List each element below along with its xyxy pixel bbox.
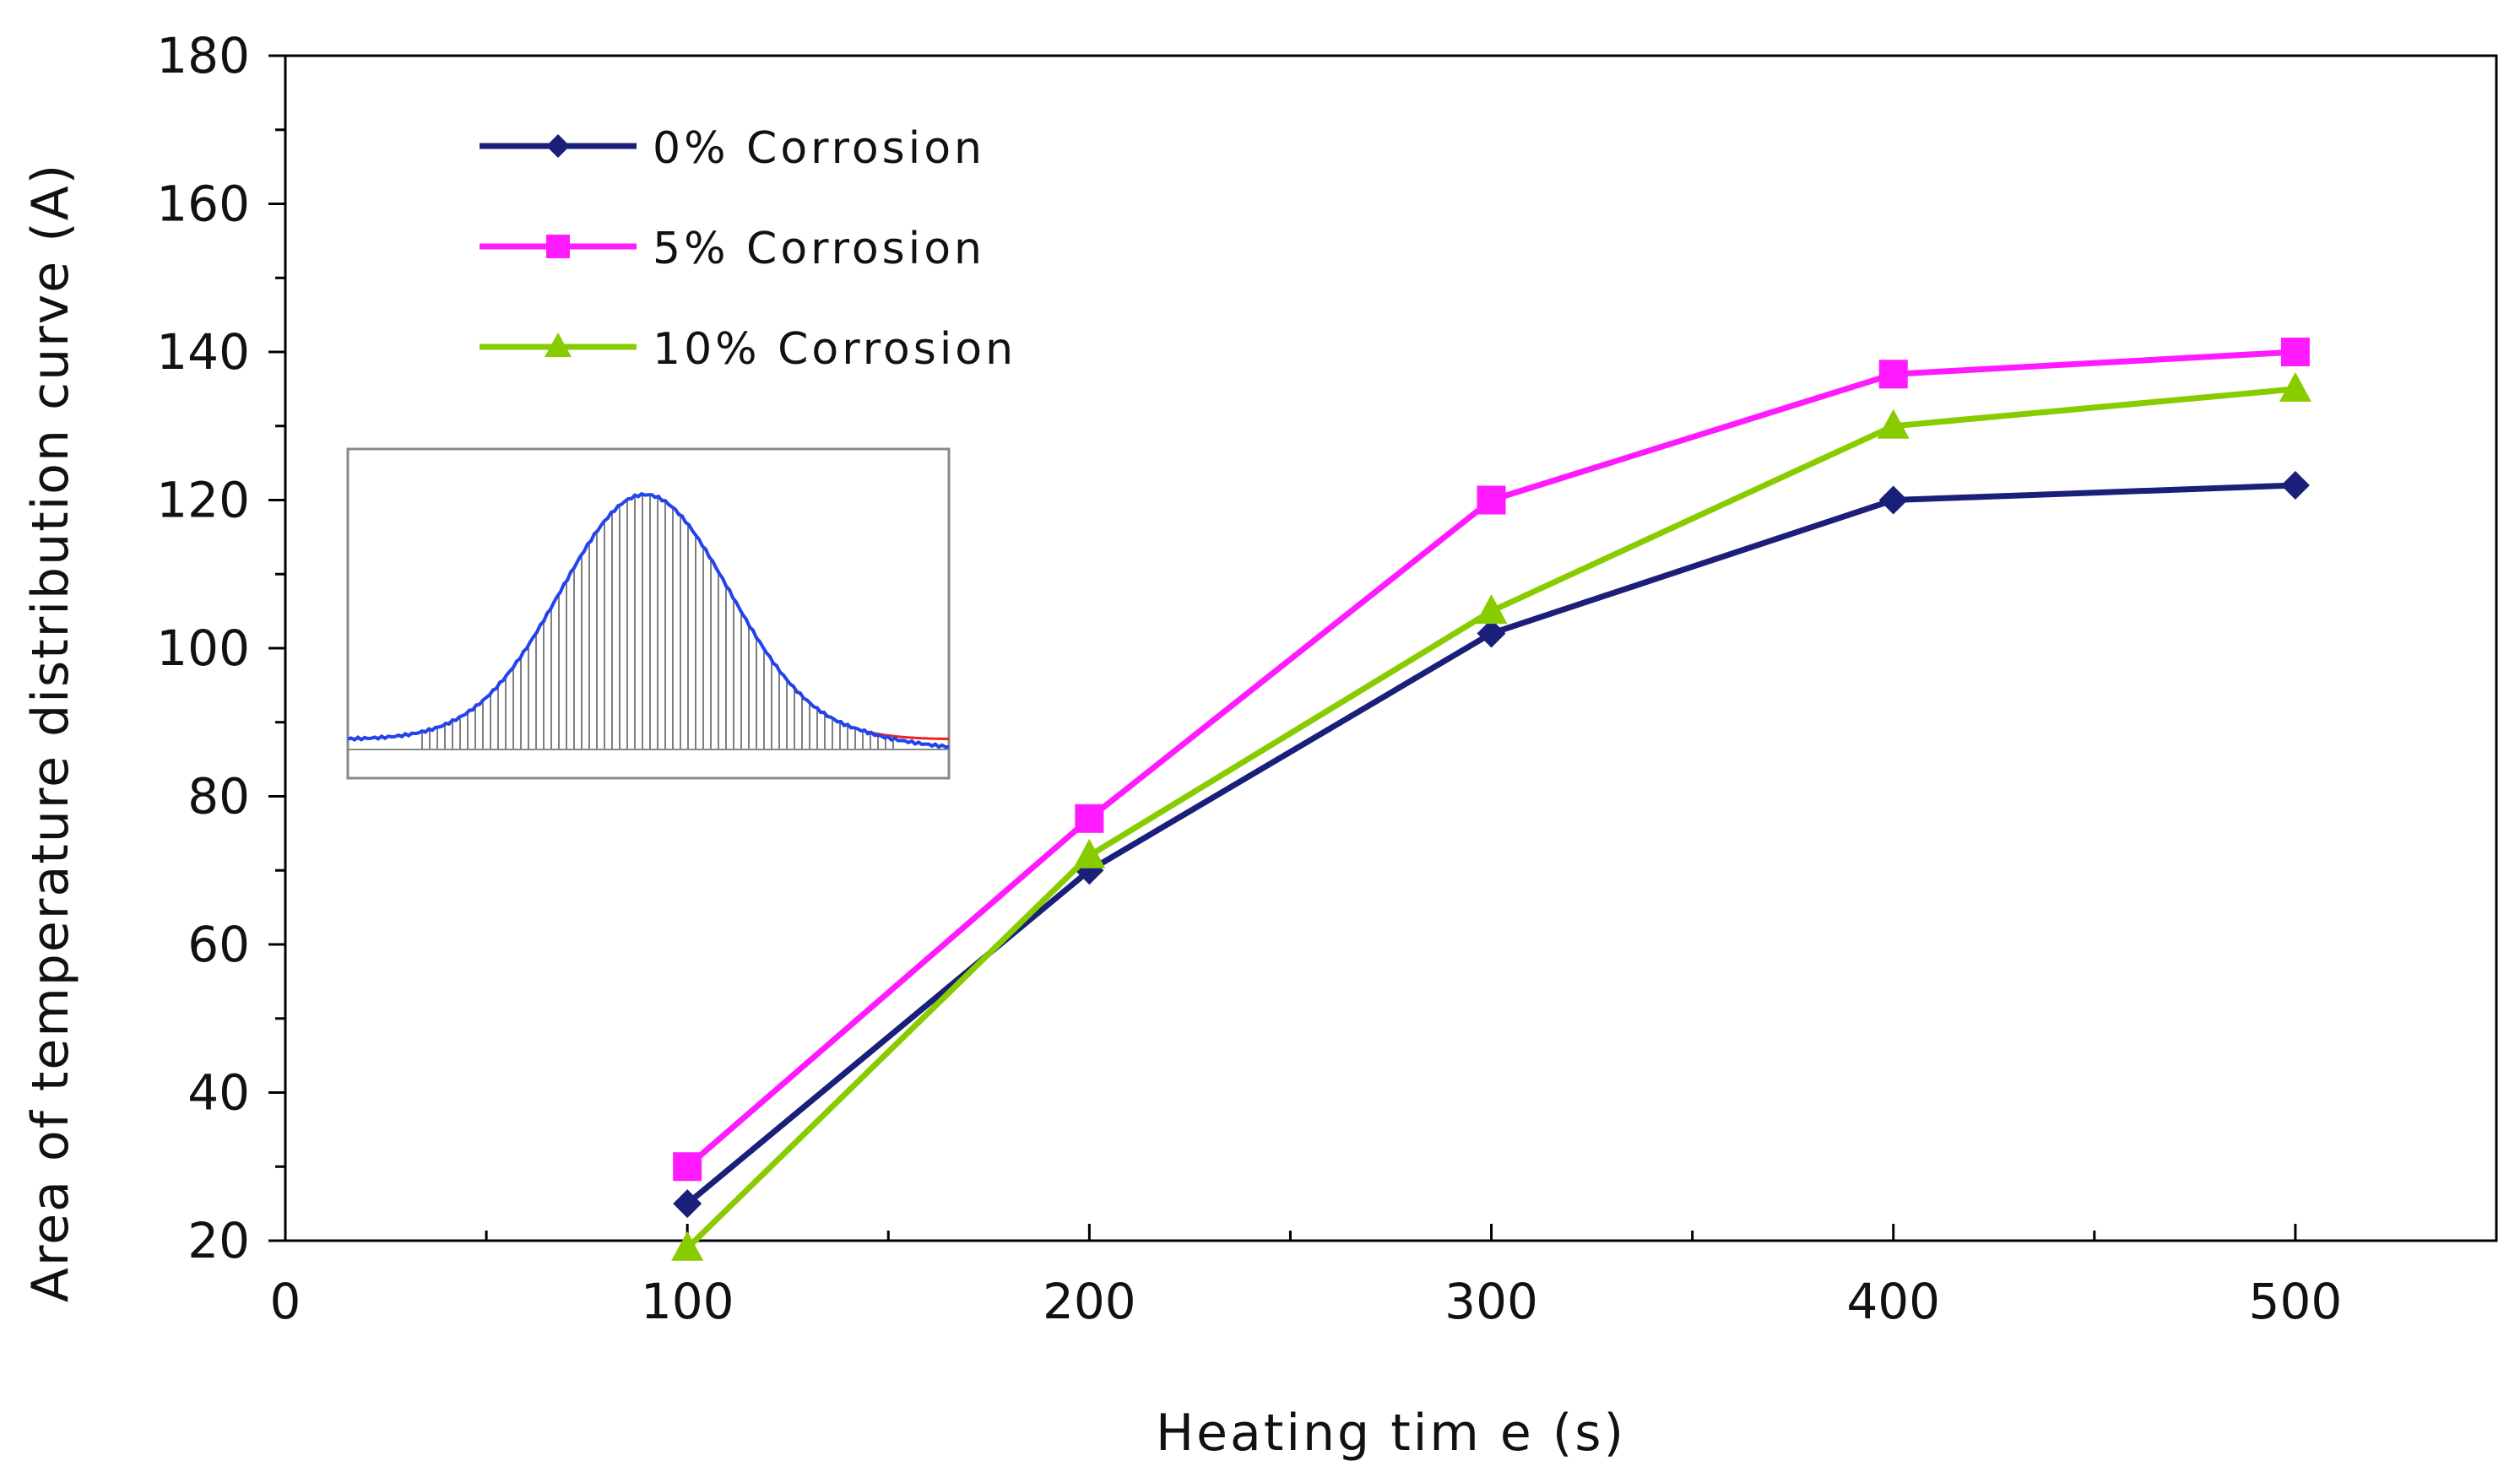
data-point bbox=[1075, 803, 1104, 833]
y-tick-label: 160 bbox=[156, 176, 250, 233]
legend-item: 10% Corrosion bbox=[480, 324, 1016, 375]
legend-label: 5% Corrosion bbox=[653, 224, 985, 274]
legend-item: 5% Corrosion bbox=[480, 224, 985, 274]
data-point bbox=[546, 235, 570, 258]
series-square bbox=[673, 338, 2310, 1182]
legend-item: 0% Corrosion bbox=[480, 123, 985, 174]
data-point bbox=[1475, 594, 1508, 625]
x-tick-label: 400 bbox=[1846, 1273, 1940, 1330]
data-point bbox=[1477, 485, 1506, 515]
y-tick-label: 20 bbox=[187, 1212, 250, 1269]
x-tick-label: 200 bbox=[1043, 1273, 1136, 1330]
inset-measured-curve bbox=[347, 491, 950, 749]
data-point bbox=[673, 1189, 702, 1219]
axis-tick-labels: 20 40 60 80 100 120 140 160 180 0 100 200 300 400 500 bbox=[156, 27, 2342, 1330]
series-triangle bbox=[671, 371, 2311, 1261]
y-tick-label: 140 bbox=[156, 323, 250, 381]
data-point bbox=[1878, 485, 1908, 515]
x-tick-label: 0 bbox=[270, 1273, 301, 1330]
data-point bbox=[1877, 408, 1910, 439]
data-point bbox=[2279, 371, 2311, 402]
data-point bbox=[1073, 838, 1106, 868]
x-tick-label: 500 bbox=[2249, 1273, 2343, 1330]
data-point bbox=[673, 1152, 702, 1182]
x-axis-label: Heating tim e (s) bbox=[1156, 1404, 1626, 1463]
y-tick-label: 120 bbox=[156, 472, 250, 529]
data-point bbox=[2280, 338, 2310, 366]
y-axis-label: Area of temperature distribution curve (… bbox=[21, 163, 80, 1302]
x-tick-label: 300 bbox=[1444, 1273, 1538, 1330]
y-tick-label: 60 bbox=[187, 916, 250, 973]
y-tick-label: 100 bbox=[156, 619, 250, 677]
data-point bbox=[1477, 619, 1506, 648]
legend: 0% Corrosion 5% Corrosion 10% Corrosion bbox=[480, 123, 1016, 375]
data-point bbox=[546, 134, 570, 158]
legend-label: 0% Corrosion bbox=[653, 123, 985, 174]
data-point bbox=[1878, 360, 1908, 389]
series-diamond bbox=[673, 470, 2310, 1219]
data-point bbox=[545, 333, 572, 357]
inset-area-lines bbox=[421, 495, 894, 749]
data-point bbox=[2280, 470, 2310, 500]
y-tick-label: 180 bbox=[156, 27, 250, 84]
axis-ticks bbox=[268, 54, 2498, 1242]
series-group bbox=[671, 338, 2311, 1261]
legend-label: 10% Corrosion bbox=[653, 324, 1016, 375]
y-tick-label: 80 bbox=[187, 768, 250, 825]
x-tick-label: 100 bbox=[641, 1273, 734, 1330]
inset-distribution-plot bbox=[346, 447, 951, 780]
y-tick-label: 40 bbox=[187, 1064, 250, 1122]
data-point bbox=[671, 1231, 704, 1261]
